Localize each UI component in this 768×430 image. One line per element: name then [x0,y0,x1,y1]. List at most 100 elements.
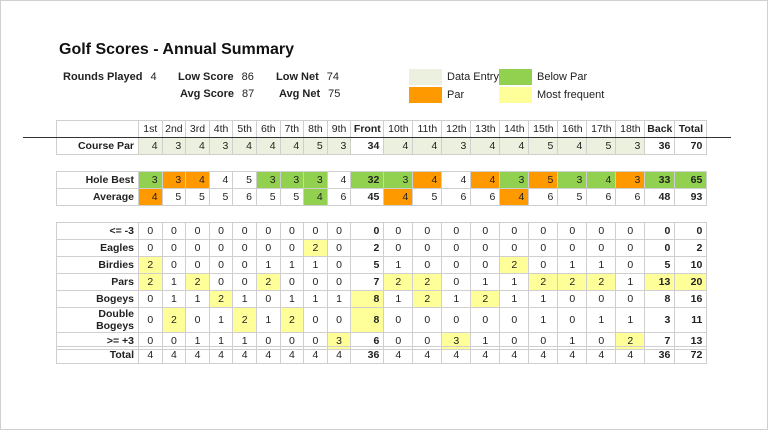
par-cell[interactable]: 3 [161,137,187,155]
par-cell[interactable]: 4 [383,137,414,155]
legend-label-par: Par [447,89,465,101]
dist-cell: 1 [208,307,234,333]
col-header: 8th [303,120,328,138]
col-header: 16th [557,120,588,138]
par-cell[interactable]: 4 [499,137,530,155]
total-cell: 4 [255,346,281,364]
distribution-table: <= -3 0 0 0 0 0 0 0 0 0 0 0 0 0 0 0 0 0 … [56,222,708,350]
stat-avg-score: Avg Score 87 [180,88,254,100]
legend-most-frequent: Most frequent [499,87,604,103]
best-cell: 65 [674,171,708,189]
dist-cell: 0 [383,239,414,257]
total-cell: 4 [232,346,257,364]
dist-cell: 16 [674,290,708,308]
par-cell[interactable]: 3 [208,137,234,155]
rounds-played-label: Rounds Played [63,71,143,83]
col-header: 9th [326,120,352,138]
col-header: 18th [615,120,646,138]
avg-cell: 4 [499,188,530,206]
dist-row-birdies: Birdies 2 0 0 0 0 1 1 1 0 5 1 0 0 0 2 0 … [56,256,708,274]
dist-cell: 0 [615,290,646,308]
dist-cell: 0 [185,256,210,274]
dist-cell: 1 [383,256,414,274]
dist-cell: 20 [674,273,708,291]
par-cell[interactable]: 4 [232,137,257,155]
total-cell: 4 [185,346,210,364]
dist-cell: 2 [528,273,559,291]
dist-cell: 1 [161,273,187,291]
avg-score-label: Avg Score [180,88,235,100]
par-cell[interactable]: 3 [326,137,352,155]
dist-cell: 1 [528,307,559,333]
dist-cell: 0 [615,239,646,257]
col-header: 7th [279,120,305,138]
dist-cell: 1 [279,256,305,274]
par-cell[interactable]: 4 [470,137,501,155]
course-par-row: Course Par 4 3 4 3 4 4 4 5 3 34 4 4 3 4 … [56,137,708,155]
par-cell[interactable]: 3 [615,137,646,155]
avg-cell: 5 [255,188,281,206]
par-cell[interactable]: 5 [303,137,328,155]
dist-cell: 0 [470,307,501,333]
dist-cell: 0 [326,256,352,274]
par-cell: 70 [674,137,708,155]
dist-cell: 2 [557,273,588,291]
col-header: 17th [586,120,617,138]
dist-cell: 1 [303,256,328,274]
par-cell[interactable]: 4 [557,137,588,155]
par-cell[interactable]: 4 [412,137,443,155]
dist-cell: 0 [185,239,210,257]
avg-cell: 4 [383,188,414,206]
average-row: Average 4 5 5 5 6 5 5 4 6 45 4 5 6 6 4 6… [56,188,708,206]
col-header: 2nd [161,120,187,138]
row-label: Total [56,346,139,364]
avg-cell: 6 [528,188,559,206]
par-cell[interactable]: 5 [528,137,559,155]
dist-cell: 0 [138,290,163,308]
page-title: Golf Scores - Annual Summary [59,41,295,58]
dist-cell: 0 [441,239,472,257]
par-cell[interactable]: 4 [185,137,210,155]
dist-cell: 0 [557,239,588,257]
par-cell[interactable]: 3 [441,137,472,155]
best-cell: 5 [232,171,257,189]
dist-cell: 0 [138,239,163,257]
par-cell[interactable]: 4 [279,137,305,155]
dist-cell: 1 [586,256,617,274]
dist-cell: 5 [350,256,385,274]
dist-cell: 2 [303,239,328,257]
par-cell[interactable]: 4 [138,137,163,155]
dist-cell: 5 [644,256,676,274]
dist-cell: 0 [441,273,472,291]
dist-cell: 1 [185,290,210,308]
par-cell[interactable]: 4 [255,137,281,155]
avg-cell: 5 [208,188,234,206]
col-header: 15th [528,120,559,138]
avg-net-value: 75 [328,88,341,100]
dist-cell: 2 [615,332,646,350]
legend-below-par: Below Par [499,69,587,85]
dist-cell: 1 [499,273,530,291]
dist-cell: 2 [279,307,305,333]
col-header: 6th [255,120,281,138]
col-header: 14th [499,120,530,138]
best-cell: 3 [303,171,328,189]
total-cell: 4 [557,346,588,364]
dist-cell: 1 [255,256,281,274]
avg-cell: 4 [138,188,163,206]
dist-cell: 0 [557,222,588,240]
dist-cell: 0 [208,239,234,257]
row-label: <= -3 [56,222,139,240]
dist-cell: 0 [279,239,305,257]
dist-cell: 0 [441,222,472,240]
dist-cell: 0 [644,239,676,257]
dist-cell: 0 [303,273,328,291]
dist-cell: 0 [161,256,187,274]
dist-cell: 0 [470,239,501,257]
par-cell[interactable]: 5 [586,137,617,155]
dist-cell: 1 [586,307,617,333]
dist-cell: 0 [499,222,530,240]
dist-cell: 0 [412,222,443,240]
dist-cell: 1 [303,290,328,308]
dist-cell: 0 [326,239,352,257]
